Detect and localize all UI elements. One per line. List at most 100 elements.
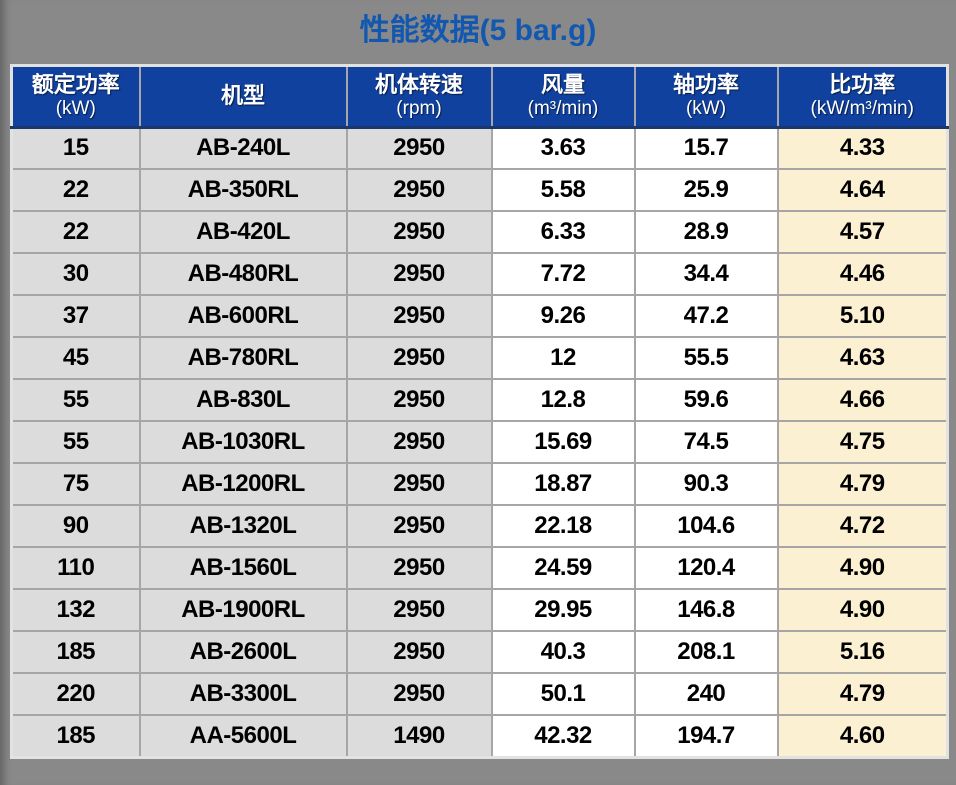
table-row: 30 AB-480RL 2950 7.72 34.4 4.46 xyxy=(10,252,949,296)
cell-rated_power: 55 xyxy=(10,378,141,422)
cell-rated_power: 132 xyxy=(10,588,141,632)
table-header-row: 额定功率 (kW) 机型 机体转速 (rpm) 风量 (m³/min) 轴功率 (kW) 比功率(… xyxy=(10,64,949,129)
cell-shaft_power: 34.4 xyxy=(633,252,779,296)
cell-model: AB-350RL xyxy=(138,168,348,212)
cell-shaft_power: 120.4 xyxy=(633,546,779,590)
cell-model: AB-3300L xyxy=(138,672,348,716)
cell-shaft_power: 240 xyxy=(633,672,779,716)
column-label: 机体转速 xyxy=(374,71,463,97)
cell-model: AB-240L xyxy=(138,126,348,170)
cell-shaft_power: 15.7 xyxy=(633,126,779,170)
cell-body_speed: 2950 xyxy=(345,210,493,254)
cell-rated_power: 22 xyxy=(10,210,141,254)
column-unit: (m³/min) xyxy=(527,98,599,120)
cell-air_flow: 5.58 xyxy=(490,168,636,212)
cell-specific_power: 4.90 xyxy=(776,588,949,632)
cell-air_flow: 12.8 xyxy=(490,378,636,422)
cell-specific_power: 4.72 xyxy=(776,504,949,548)
table-row: 185 AA-5600L 1490 42.32 194.7 4.60 xyxy=(10,714,949,758)
cell-air_flow: 29.95 xyxy=(490,588,636,632)
column-label: 机型 xyxy=(220,82,265,108)
cell-rated_power: 45 xyxy=(10,336,141,380)
cell-model: AB-1030RL xyxy=(138,420,348,464)
cell-shaft_power: 146.8 xyxy=(633,588,779,632)
cell-shaft_power: 104.6 xyxy=(633,504,779,548)
table-row: 55 AB-830L 2950 12.8 59.6 4.66 xyxy=(10,378,949,422)
cell-shaft_power: 90.3 xyxy=(633,462,779,506)
cell-specific_power: 4.64 xyxy=(776,168,949,212)
cell-model: AB-780RL xyxy=(138,336,348,380)
column-header-air_flow: 风量 (m³/min) xyxy=(490,64,636,129)
cell-specific_power: 4.63 xyxy=(776,336,949,380)
cell-specific_power: 4.46 xyxy=(776,252,949,296)
table-row: 110 AB-1560L 2950 24.59 120.4 4.90 xyxy=(10,546,949,590)
column-unit: (kW) xyxy=(55,98,96,120)
table-row: 22 AB-420L 2950 6.33 28.9 4.57 xyxy=(10,210,949,254)
cell-rated_power: 110 xyxy=(10,546,141,590)
table-row: 45 AB-780RL 2950 12 55.5 4.63 xyxy=(10,336,949,380)
cell-model: AB-1560L xyxy=(138,546,348,590)
cell-model: AB-1900RL xyxy=(138,588,348,632)
table-row: 185 AB-2600L 2950 40.3 208.1 5.16 xyxy=(10,630,949,674)
cell-air_flow: 12 xyxy=(490,336,636,380)
cell-shaft_power: 208.1 xyxy=(633,630,779,674)
column-label: 风量 xyxy=(540,71,585,97)
table-row: 90 AB-1320L 2950 22.18 104.6 4.72 xyxy=(10,504,949,548)
cell-specific_power: 5.16 xyxy=(776,630,949,674)
cell-body_speed: 2950 xyxy=(345,168,493,212)
performance-table: 额定功率 (kW) 机型 机体转速 (rpm) 风量 (m³/min) 轴功率 (kW) 比功率(… xyxy=(10,63,949,759)
cell-body_speed: 2950 xyxy=(345,630,493,674)
cell-body_speed: 2950 xyxy=(345,672,493,716)
cell-model: AB-1320L xyxy=(138,504,348,548)
cell-rated_power: 185 xyxy=(10,714,141,758)
cell-air_flow: 24.59 xyxy=(490,546,636,590)
cell-specific_power: 4.79 xyxy=(776,462,949,506)
cell-model: AA-5600L xyxy=(138,714,348,758)
cell-air_flow: 6.33 xyxy=(490,210,636,254)
column-header-rated_power: 额定功率 (kW) xyxy=(10,64,141,129)
cell-shaft_power: 25.9 xyxy=(633,168,779,212)
cell-model: AB-1200RL xyxy=(138,462,348,506)
cell-body_speed: 2950 xyxy=(345,588,493,632)
cell-specific_power: 4.57 xyxy=(776,210,949,254)
cell-specific_power: 5.10 xyxy=(776,294,949,338)
cell-air_flow: 40.3 xyxy=(490,630,636,674)
cell-rated_power: 15 xyxy=(10,126,141,170)
column-header-model: 机型 xyxy=(138,64,348,129)
cell-body_speed: 2950 xyxy=(345,252,493,296)
cell-body_speed: 2950 xyxy=(345,504,493,548)
cell-shaft_power: 47.2 xyxy=(633,294,779,338)
cell-air_flow: 22.18 xyxy=(490,504,636,548)
column-header-body_speed: 机体转速 (rpm) xyxy=(345,64,493,129)
cell-body_speed: 1490 xyxy=(345,714,493,758)
cell-specific_power: 4.33 xyxy=(776,126,949,170)
cell-specific_power: 4.75 xyxy=(776,420,949,464)
cell-body_speed: 2950 xyxy=(345,126,493,170)
cell-rated_power: 37 xyxy=(10,294,141,338)
cell-shaft_power: 194.7 xyxy=(633,714,779,758)
cell-body_speed: 2950 xyxy=(345,546,493,590)
page-title: 性能数据(5 bar.g) xyxy=(359,14,597,47)
column-header-specific_power: 比功率 (kW/m³/min) xyxy=(776,64,949,129)
cell-model: AB-480RL xyxy=(138,252,348,296)
table-row: 37 AB-600RL 2950 9.26 47.2 5.10 xyxy=(10,294,949,338)
cell-rated_power: 90 xyxy=(10,504,141,548)
cell-shaft_power: 74.5 xyxy=(633,420,779,464)
column-label: 比功率 xyxy=(829,71,896,97)
cell-rated_power: 22 xyxy=(10,168,141,212)
column-label: 轴功率 xyxy=(672,71,739,97)
cell-air_flow: 9.26 xyxy=(490,294,636,338)
cell-rated_power: 55 xyxy=(10,420,141,464)
cell-body_speed: 2950 xyxy=(345,336,493,380)
cell-body_speed: 2950 xyxy=(345,462,493,506)
table-row: 75 AB-1200RL 2950 18.87 90.3 4.79 xyxy=(10,462,949,506)
cell-model: AB-420L xyxy=(138,210,348,254)
cell-air_flow: 42.32 xyxy=(490,714,636,758)
cell-model: AB-600RL xyxy=(138,294,348,338)
cell-shaft_power: 55.5 xyxy=(633,336,779,380)
column-unit: (kW/m³/min) xyxy=(810,98,914,120)
cell-specific_power: 4.66 xyxy=(776,378,949,422)
cell-body_speed: 2950 xyxy=(345,378,493,422)
cell-shaft_power: 59.6 xyxy=(633,378,779,422)
